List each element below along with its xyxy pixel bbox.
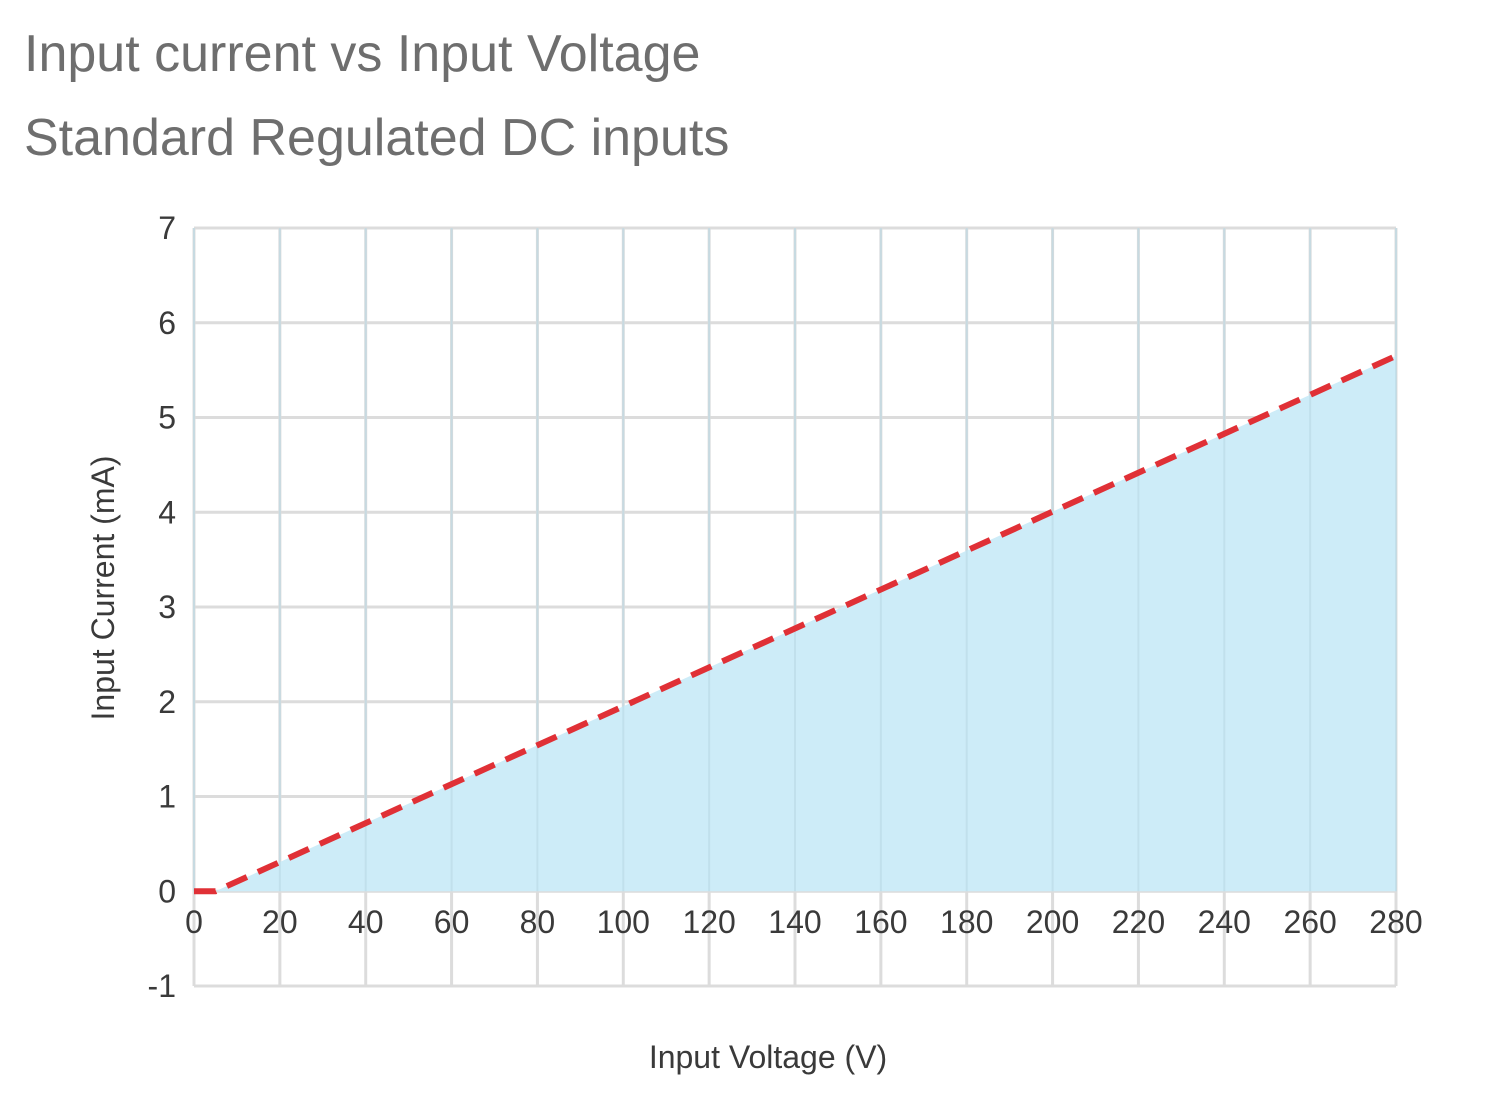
y-tick-label: 5 xyxy=(158,400,176,436)
y-axis-title: Input Current (mA) xyxy=(85,456,121,721)
y-tick-label: 6 xyxy=(158,305,176,341)
y-tick-label: 0 xyxy=(158,873,176,909)
chart-title: Input current vs Input Voltage xyxy=(24,25,701,83)
x-tick-label: 260 xyxy=(1283,904,1336,940)
y-tick-label: -1 xyxy=(148,968,176,1004)
y-tick-label: 2 xyxy=(158,684,176,720)
x-tick-label: 80 xyxy=(520,904,556,940)
x-tick-label: 240 xyxy=(1198,904,1251,940)
x-tick-label: 0 xyxy=(185,904,203,940)
y-tick-label: 7 xyxy=(158,210,176,246)
x-tick-labels: 0 20 40 60 80 100 120 140 160 180 200 220 240 260 280 xyxy=(185,904,1423,940)
x-tick-label: 160 xyxy=(854,904,907,940)
series-area xyxy=(194,355,1396,892)
chart-subtitle: Standard Regulated DC inputs xyxy=(24,109,730,167)
y-tick-labels: -1 0 1 2 3 4 5 6 7 xyxy=(148,210,176,1004)
series-line xyxy=(194,353,1398,895)
x-tick-label: 60 xyxy=(434,904,470,940)
x-tick-label: 120 xyxy=(682,904,735,940)
x-axis-title: Input Voltage (V) xyxy=(649,1039,887,1075)
x-tick-label: 140 xyxy=(768,904,821,940)
x-tick-label: 20 xyxy=(262,904,298,940)
y-tick-label: 4 xyxy=(158,494,176,530)
x-tick-label: 40 xyxy=(348,904,384,940)
y-tick-label: 1 xyxy=(158,779,176,815)
x-tick-label: 280 xyxy=(1369,904,1422,940)
x-tick-label: 180 xyxy=(940,904,993,940)
x-tick-label: 220 xyxy=(1112,904,1165,940)
line-layer xyxy=(194,353,1398,895)
x-tick-label: 100 xyxy=(597,904,650,940)
x-tick-label: 200 xyxy=(1026,904,1079,940)
area-layer xyxy=(193,228,1397,892)
chart-title-block: Input current vs Input Voltage Standard … xyxy=(24,12,729,180)
y-tick-label: 3 xyxy=(158,589,176,625)
